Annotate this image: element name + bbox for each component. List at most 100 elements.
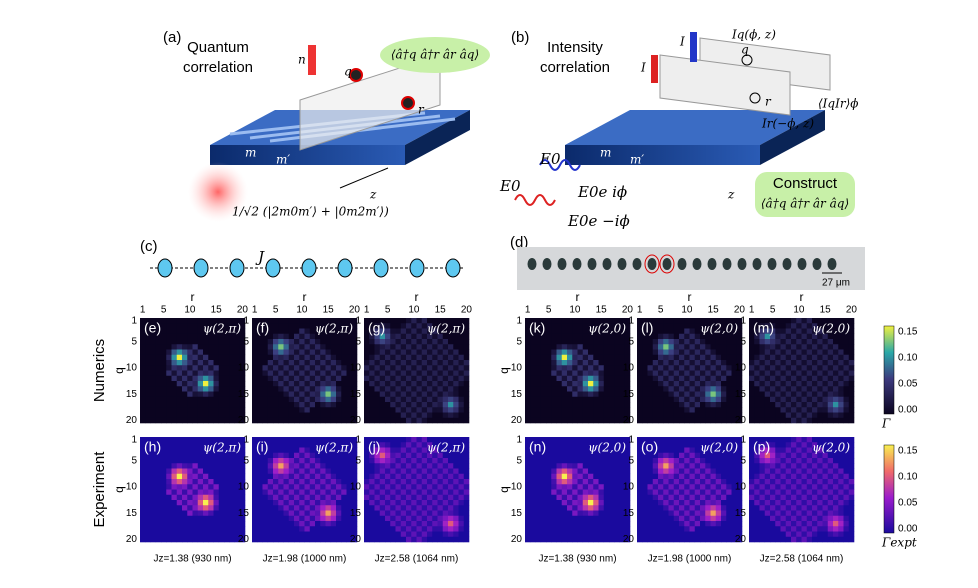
cell bbox=[700, 494, 706, 501]
cell bbox=[218, 510, 225, 517]
cell bbox=[374, 318, 381, 324]
cell bbox=[561, 437, 568, 443]
cell bbox=[652, 386, 659, 392]
cell bbox=[593, 484, 599, 490]
cell bbox=[239, 447, 246, 454]
cell bbox=[684, 521, 690, 527]
cell bbox=[336, 333, 342, 340]
cell bbox=[267, 381, 274, 387]
cell bbox=[689, 468, 696, 475]
cell bbox=[427, 333, 433, 340]
cell bbox=[182, 407, 188, 413]
cell bbox=[726, 354, 732, 361]
cell bbox=[827, 479, 834, 485]
panel-b: (b) Intensity correlation I I Iq(ϕ, z) q… bbox=[499, 28, 858, 231]
cell bbox=[341, 473, 347, 480]
ring bbox=[741, 54, 753, 66]
cell bbox=[364, 479, 370, 485]
cell bbox=[525, 521, 531, 527]
cell bbox=[705, 479, 711, 485]
cell bbox=[406, 339, 412, 345]
cell bbox=[838, 500, 844, 506]
cell bbox=[453, 463, 459, 469]
cell bbox=[273, 536, 279, 543]
cell bbox=[218, 354, 225, 361]
cell bbox=[453, 447, 459, 454]
cell bbox=[379, 458, 386, 464]
cell bbox=[252, 437, 258, 443]
cell bbox=[304, 323, 311, 329]
cell bbox=[346, 510, 353, 517]
cell bbox=[572, 375, 578, 382]
cell bbox=[421, 489, 428, 496]
cell bbox=[710, 349, 717, 356]
cell bbox=[278, 505, 284, 511]
cell bbox=[458, 412, 465, 419]
cell bbox=[642, 536, 648, 543]
cell bbox=[791, 505, 797, 511]
cell bbox=[176, 365, 183, 371]
cell bbox=[567, 536, 573, 543]
cell bbox=[652, 505, 659, 511]
cell bbox=[833, 458, 839, 464]
cell bbox=[192, 391, 199, 398]
cell bbox=[525, 386, 531, 392]
cell bbox=[150, 365, 157, 371]
cell bbox=[294, 458, 300, 464]
cell bbox=[442, 328, 449, 335]
cell bbox=[619, 521, 626, 527]
cell bbox=[551, 463, 557, 469]
cell bbox=[843, 473, 850, 480]
cell bbox=[764, 479, 771, 485]
cell bbox=[208, 505, 214, 511]
cell bbox=[785, 417, 792, 424]
cell bbox=[218, 328, 225, 335]
cell bbox=[551, 484, 557, 490]
cell bbox=[187, 442, 193, 448]
cell bbox=[304, 515, 311, 522]
cell bbox=[694, 375, 701, 382]
cell bbox=[749, 354, 755, 361]
cell bbox=[540, 442, 547, 448]
cell bbox=[715, 370, 722, 377]
cell bbox=[637, 437, 643, 443]
cell bbox=[780, 484, 787, 490]
cell bbox=[577, 323, 584, 329]
cell bbox=[166, 370, 172, 377]
cell bbox=[525, 365, 531, 371]
cell bbox=[572, 442, 578, 448]
cell bbox=[369, 473, 375, 480]
cell bbox=[806, 489, 813, 496]
cell bbox=[546, 463, 552, 469]
cell bbox=[647, 381, 654, 387]
cell bbox=[668, 526, 675, 532]
cell bbox=[577, 396, 584, 403]
cell bbox=[791, 458, 797, 464]
cell bbox=[390, 318, 396, 324]
cell bbox=[145, 349, 151, 356]
cell bbox=[619, 328, 626, 335]
cell bbox=[642, 484, 648, 490]
cell bbox=[273, 463, 279, 469]
cell bbox=[234, 447, 241, 454]
cell bbox=[684, 468, 690, 475]
cell bbox=[582, 402, 589, 408]
cell bbox=[325, 360, 332, 366]
cell bbox=[330, 510, 337, 517]
cell bbox=[406, 391, 412, 398]
symbol: r bbox=[765, 95, 772, 109]
cell bbox=[754, 531, 760, 538]
cell bbox=[694, 463, 701, 469]
cell bbox=[593, 505, 599, 511]
cell bbox=[827, 505, 834, 511]
cell bbox=[736, 354, 743, 361]
cell bbox=[395, 479, 402, 485]
cell bbox=[764, 396, 771, 403]
cell bbox=[603, 333, 610, 340]
cell bbox=[812, 521, 818, 527]
cell bbox=[262, 437, 269, 443]
cell bbox=[577, 515, 584, 522]
cell bbox=[710, 442, 717, 448]
cell bbox=[427, 458, 433, 464]
cell bbox=[715, 479, 722, 485]
